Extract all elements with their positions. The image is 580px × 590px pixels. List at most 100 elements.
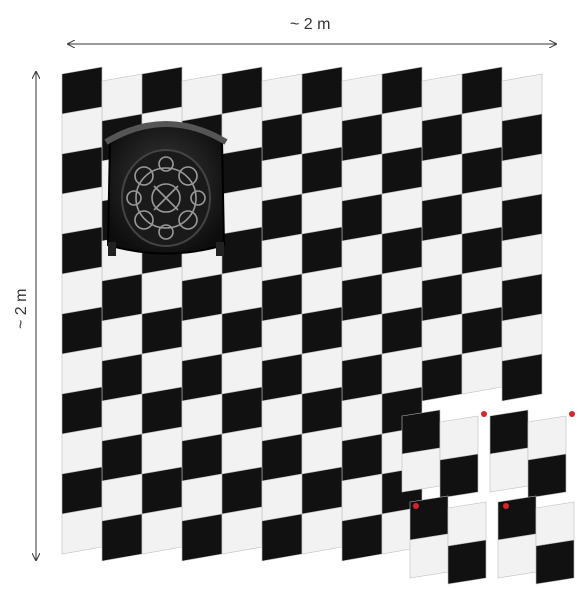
floor-tile xyxy=(301,466,343,515)
floor-tile xyxy=(341,153,383,202)
floor-tile xyxy=(141,346,183,395)
floor-tile xyxy=(101,313,143,362)
floor-tile xyxy=(101,73,143,122)
floor-tile xyxy=(501,233,543,282)
floor-tile xyxy=(101,393,143,442)
floor-tile xyxy=(301,146,343,195)
floor-tile xyxy=(381,106,423,155)
floor-tile xyxy=(341,353,383,402)
floor-tile xyxy=(501,73,543,122)
floor-tile xyxy=(461,106,503,155)
loose-tile-cell xyxy=(409,533,449,579)
floor-tile xyxy=(381,346,423,395)
floor-tile xyxy=(421,353,463,402)
loose-tile-cell xyxy=(447,539,487,585)
floor-tile xyxy=(261,513,303,562)
floor-tile xyxy=(501,193,543,242)
floor-tile xyxy=(61,426,103,475)
floor-tile xyxy=(61,226,103,275)
floor-tile xyxy=(461,186,503,235)
loose-tile-cell xyxy=(535,501,575,547)
loose-tile-cell xyxy=(447,501,487,547)
floor-tile xyxy=(421,73,463,122)
floor-tile xyxy=(261,193,303,242)
floor-tile xyxy=(61,346,103,395)
floor-tile xyxy=(181,273,223,322)
width-label: ~ 2 m xyxy=(290,16,331,33)
floor-tile xyxy=(301,306,343,355)
marker-dot xyxy=(569,411,575,417)
floor-tile xyxy=(381,306,423,355)
floor-tile xyxy=(461,266,503,315)
floor-tile xyxy=(61,106,103,155)
loose-tile xyxy=(401,409,487,499)
floor-tile xyxy=(461,226,503,275)
floor-tile xyxy=(181,433,223,482)
floor-tile xyxy=(461,306,503,355)
floor-tile xyxy=(181,393,223,442)
floor-tile xyxy=(221,306,263,355)
floor-tile xyxy=(61,266,103,315)
floor-tile xyxy=(61,386,103,435)
floor-tile xyxy=(341,433,383,482)
floor-tile xyxy=(101,273,143,322)
floor-tile xyxy=(421,153,463,202)
floor-tile xyxy=(381,146,423,195)
floor-tile xyxy=(61,66,103,115)
floor-tile xyxy=(341,233,383,282)
floor-tile xyxy=(261,113,303,162)
floor-tile xyxy=(461,346,503,395)
loose-tiles xyxy=(401,409,575,585)
floor-tile xyxy=(501,353,543,402)
floor-tile xyxy=(141,506,183,555)
loose-tile-cell xyxy=(439,415,479,461)
height-label: ~ 2 m xyxy=(13,288,30,329)
floor-tile xyxy=(341,193,383,242)
loose-tile-cell xyxy=(497,533,537,579)
floor-tile xyxy=(221,506,263,555)
floor-tile xyxy=(221,426,263,475)
floor-tile xyxy=(301,346,343,395)
floor-tile xyxy=(61,506,103,555)
floor-tile xyxy=(261,273,303,322)
floor-tile xyxy=(301,186,343,235)
floor-tile xyxy=(101,513,143,562)
floor-tile xyxy=(141,66,183,115)
floor-tile xyxy=(341,73,383,122)
loose-tile xyxy=(497,495,575,585)
floor-tile xyxy=(421,313,463,362)
floor-tile xyxy=(301,226,343,275)
floor-tile xyxy=(501,313,543,362)
loose-tile-cell xyxy=(527,415,567,461)
loose-tile xyxy=(489,409,575,499)
floor-tile xyxy=(221,146,263,195)
loose-tile xyxy=(409,495,487,585)
floor-tile xyxy=(221,346,263,395)
floor-tile xyxy=(261,393,303,442)
floor-tile xyxy=(261,473,303,522)
floor-tile xyxy=(421,273,463,322)
floor-tile xyxy=(381,226,423,275)
loose-tile-cell xyxy=(489,447,529,493)
floor-tile xyxy=(341,513,383,562)
floor-tile xyxy=(181,73,223,122)
floor-tile xyxy=(341,473,383,522)
floor-tile xyxy=(181,313,223,362)
loose-tile-cell xyxy=(535,539,575,585)
floor-tile xyxy=(141,386,183,435)
loose-tile-cell xyxy=(489,409,529,455)
floor-tile xyxy=(181,353,223,402)
floor-tile xyxy=(221,106,263,155)
loose-tile-cell xyxy=(401,409,441,455)
floor-tile xyxy=(261,313,303,362)
floor-tile xyxy=(381,266,423,315)
floor-tile xyxy=(501,113,543,162)
floor-tile xyxy=(261,73,303,122)
floor-tile xyxy=(261,233,303,282)
floor-tile xyxy=(421,113,463,162)
marker-dot xyxy=(413,503,419,509)
loose-tile-cell xyxy=(409,495,449,541)
floor-tile xyxy=(341,393,383,442)
floor-tile xyxy=(141,466,183,515)
